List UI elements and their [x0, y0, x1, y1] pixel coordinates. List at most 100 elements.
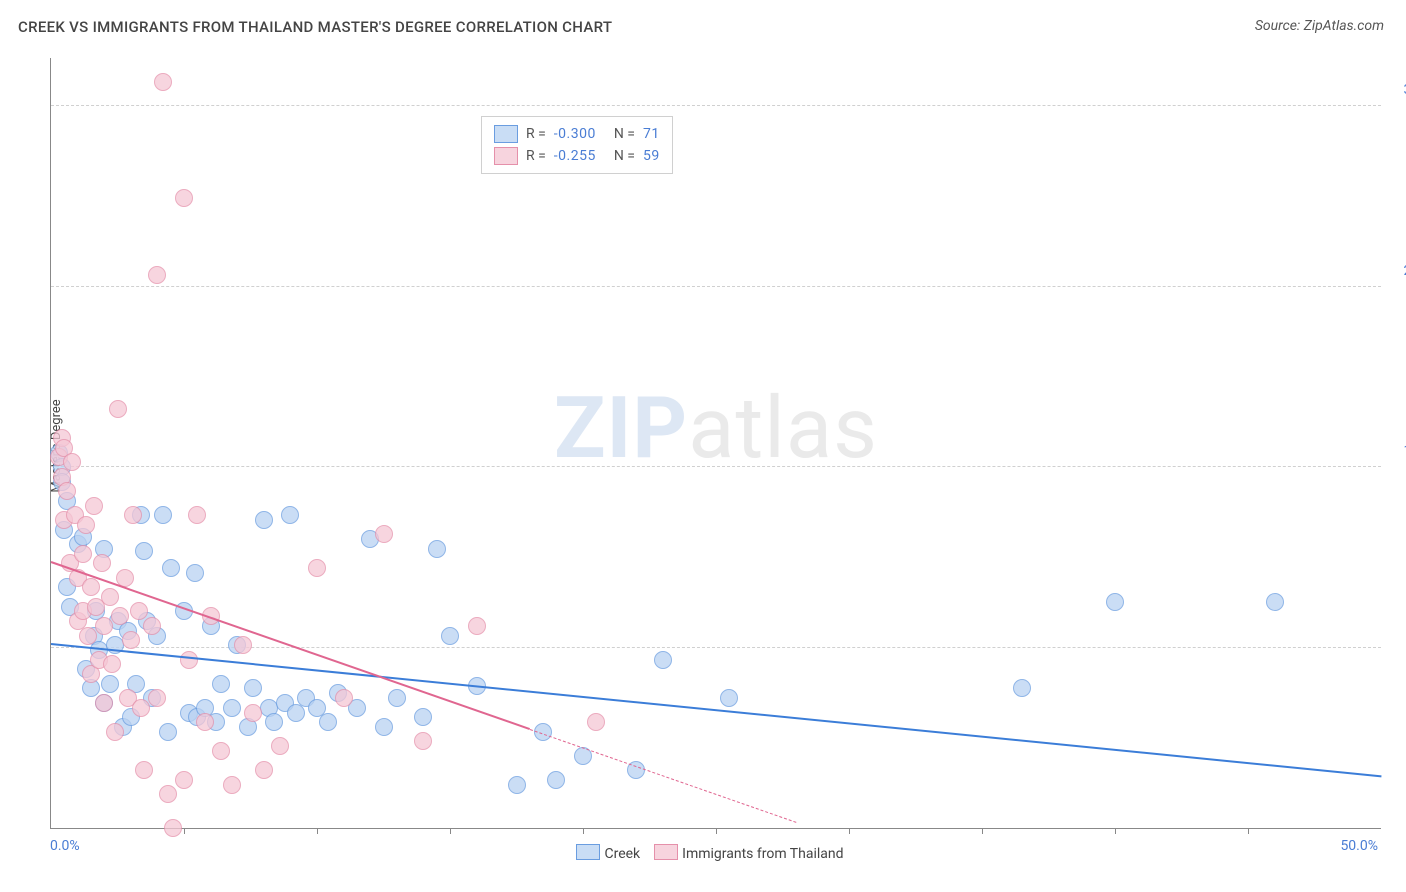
data-point: [441, 627, 459, 645]
data-point: [281, 506, 299, 524]
data-point: [188, 506, 206, 524]
data-point: [375, 718, 393, 736]
data-point: [587, 713, 605, 731]
x-tick-mark: [184, 828, 185, 834]
data-point: [106, 723, 124, 741]
y-tick-label: 7.5%: [1386, 624, 1406, 640]
data-point: [124, 506, 142, 524]
chart-title: CREEK VS IMMIGRANTS FROM THAILAND MASTER…: [18, 18, 612, 36]
trend-line-dash: [530, 729, 796, 823]
legend-r-label: R =: [526, 126, 546, 142]
gridline: [51, 105, 1381, 106]
data-point: [93, 554, 111, 572]
legend-series: Creek Immigrants from Thailand: [0, 844, 1406, 862]
x-tick-mark: [716, 828, 717, 834]
x-tick-mark: [1115, 828, 1116, 834]
data-point: [159, 785, 177, 803]
data-point: [255, 511, 273, 529]
data-point: [180, 651, 198, 669]
data-point: [196, 713, 214, 731]
data-point: [414, 732, 432, 750]
data-point: [234, 636, 252, 654]
data-point: [468, 617, 486, 635]
legend-correlation-row: R = -0.300 N = 71: [494, 123, 660, 145]
data-point: [101, 588, 119, 606]
data-point: [77, 516, 95, 534]
data-point: [244, 704, 262, 722]
data-point: [223, 699, 241, 717]
legend-swatch: [494, 147, 518, 165]
data-point: [271, 737, 289, 755]
legend-n-value: 59: [643, 148, 660, 164]
data-point: [212, 742, 230, 760]
data-point: [103, 655, 121, 673]
data-point: [720, 689, 738, 707]
data-point: [1266, 593, 1284, 611]
data-point: [95, 617, 113, 635]
legend-swatch: [576, 844, 600, 860]
legend-r-value: -0.300: [554, 126, 596, 142]
x-tick-mark: [849, 828, 850, 834]
data-point: [79, 627, 97, 645]
legend-correlation-row: R =-0.255N =59: [494, 145, 660, 167]
data-point: [122, 631, 140, 649]
x-tick-mark: [450, 828, 451, 834]
data-point: [82, 578, 100, 596]
data-point: [162, 559, 180, 577]
data-point: [244, 679, 262, 697]
data-point: [175, 771, 193, 789]
x-tick-mark: [583, 828, 584, 834]
legend-swatch: [494, 125, 518, 143]
data-point: [212, 675, 230, 693]
data-point: [335, 689, 353, 707]
data-point: [223, 776, 241, 794]
data-point: [547, 771, 565, 789]
legend-n-value: 71: [643, 126, 660, 142]
plot-area: ZIPatlas R =-0.300N =71R =-0.255N =59 7.…: [50, 58, 1381, 829]
y-tick-label: 15.0%: [1386, 443, 1406, 459]
data-point: [654, 651, 672, 669]
data-point: [58, 482, 76, 500]
data-point: [132, 699, 150, 717]
x-tick-mark: [1248, 828, 1249, 834]
data-point: [85, 497, 103, 515]
data-point: [414, 708, 432, 726]
x-tick-mark: [317, 828, 318, 834]
legend-r-value: -0.255: [554, 148, 596, 164]
data-point: [111, 607, 129, 625]
legend-series-label: Creek: [604, 846, 640, 862]
data-point: [130, 602, 148, 620]
data-point: [186, 564, 204, 582]
data-point: [308, 559, 326, 577]
x-tick-mark: [982, 828, 983, 834]
data-point: [74, 545, 92, 563]
data-point: [319, 713, 337, 731]
data-point: [63, 453, 81, 471]
data-point: [1013, 679, 1031, 697]
data-point: [148, 689, 166, 707]
data-point: [255, 761, 273, 779]
gridline: [51, 286, 1381, 287]
data-point: [175, 189, 193, 207]
data-point: [265, 713, 283, 731]
data-point: [1106, 593, 1124, 611]
data-point: [135, 542, 153, 560]
data-point: [154, 73, 172, 91]
gridline: [51, 466, 1381, 467]
legend-series-label: Immigrants from Thailand: [682, 846, 843, 862]
data-point: [375, 525, 393, 543]
y-tick-label: 30.0%: [1386, 82, 1406, 98]
source-credit: Source: ZipAtlas.com: [1255, 18, 1384, 34]
legend-r-label: R =: [526, 148, 546, 164]
data-point: [154, 506, 172, 524]
y-tick-label: 22.5%: [1386, 263, 1406, 279]
data-point: [164, 819, 182, 837]
data-point: [508, 776, 526, 794]
data-point: [148, 266, 166, 284]
legend-correlation: R =-0.300N =71R =-0.255N =59: [481, 116, 673, 174]
legend-swatch: [654, 844, 678, 860]
legend-n-label: N =: [614, 126, 635, 142]
data-point: [135, 761, 153, 779]
chart-container: CREEK VS IMMIGRANTS FROM THAILAND MASTER…: [0, 0, 1406, 892]
data-point: [95, 694, 113, 712]
